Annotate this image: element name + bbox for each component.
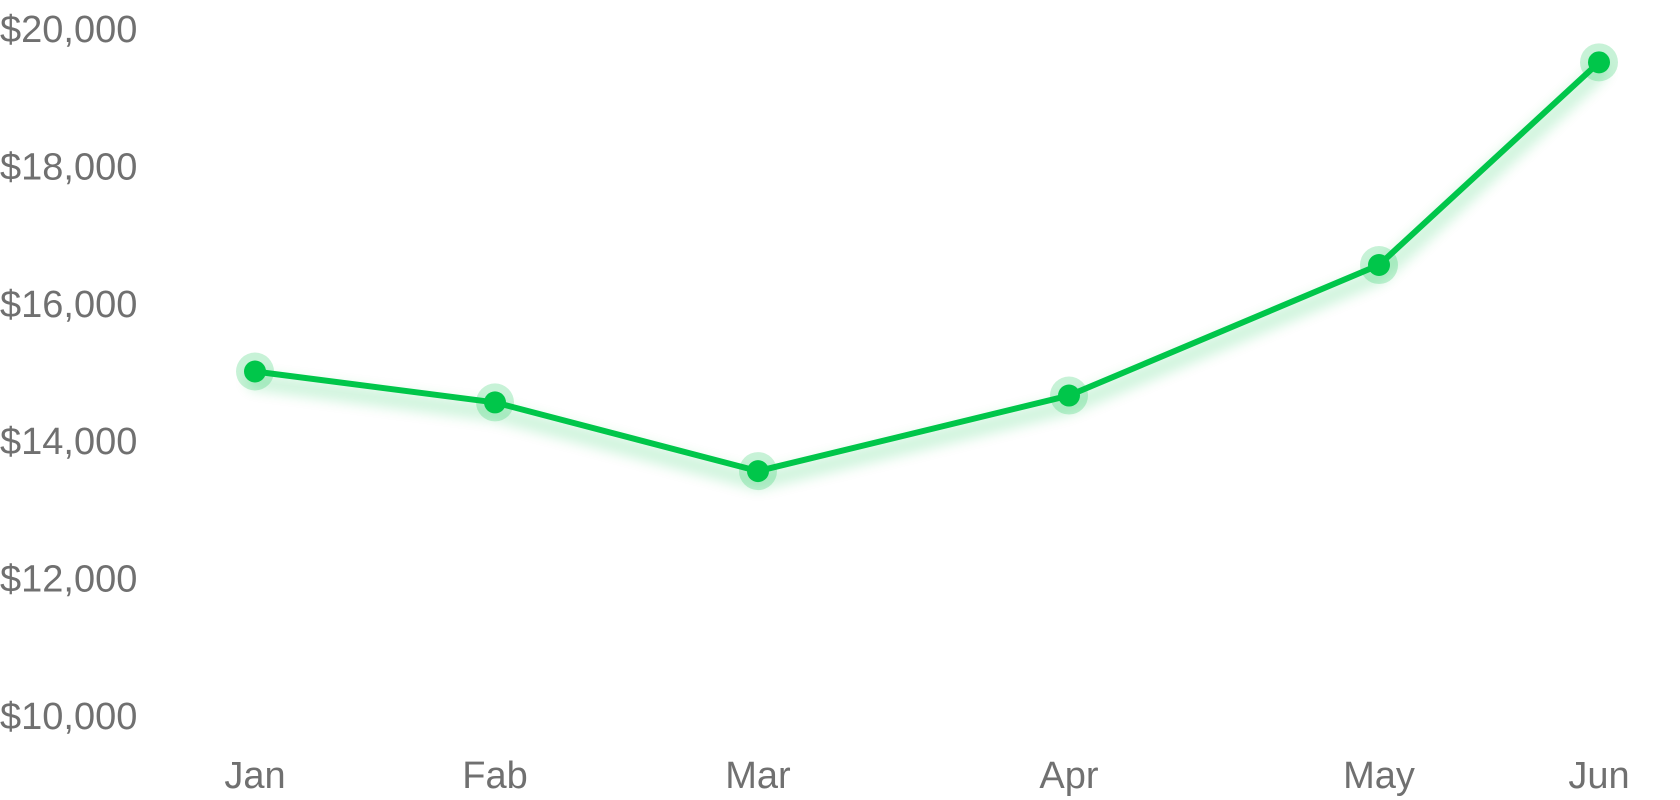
data-point[interactable] [484,391,506,414]
x-tick-label: Jan [224,755,285,797]
y-tick-label: $10,000 [0,696,137,738]
x-tick-label: Apr [1039,755,1098,797]
x-tick-label: May [1343,755,1415,797]
series-layer [236,43,1618,491]
x-tick-label: Jun [1568,755,1629,797]
x-tick-label: Fab [462,755,527,797]
y-tick-label: $16,000 [0,284,137,326]
y-tick-label: $20,000 [0,9,137,51]
data-point[interactable] [244,360,266,383]
x-tick-label: Mar [725,755,791,797]
y-tick-label: $12,000 [0,559,137,601]
data-point[interactable] [1368,254,1390,277]
y-tick-label: $18,000 [0,146,137,188]
series-line [252,59,1602,475]
series-line-glow [246,63,1608,491]
y-tick-label: $14,000 [0,421,137,463]
data-point[interactable] [747,460,769,483]
y-axis: $20,000 $18,000 $16,000 $14,000 $12,000 $10,0… [0,9,137,738]
data-point[interactable] [1588,51,1610,74]
data-point[interactable] [1058,384,1080,407]
x-axis: Jan Fab Mar Apr May Jun [224,755,1629,797]
